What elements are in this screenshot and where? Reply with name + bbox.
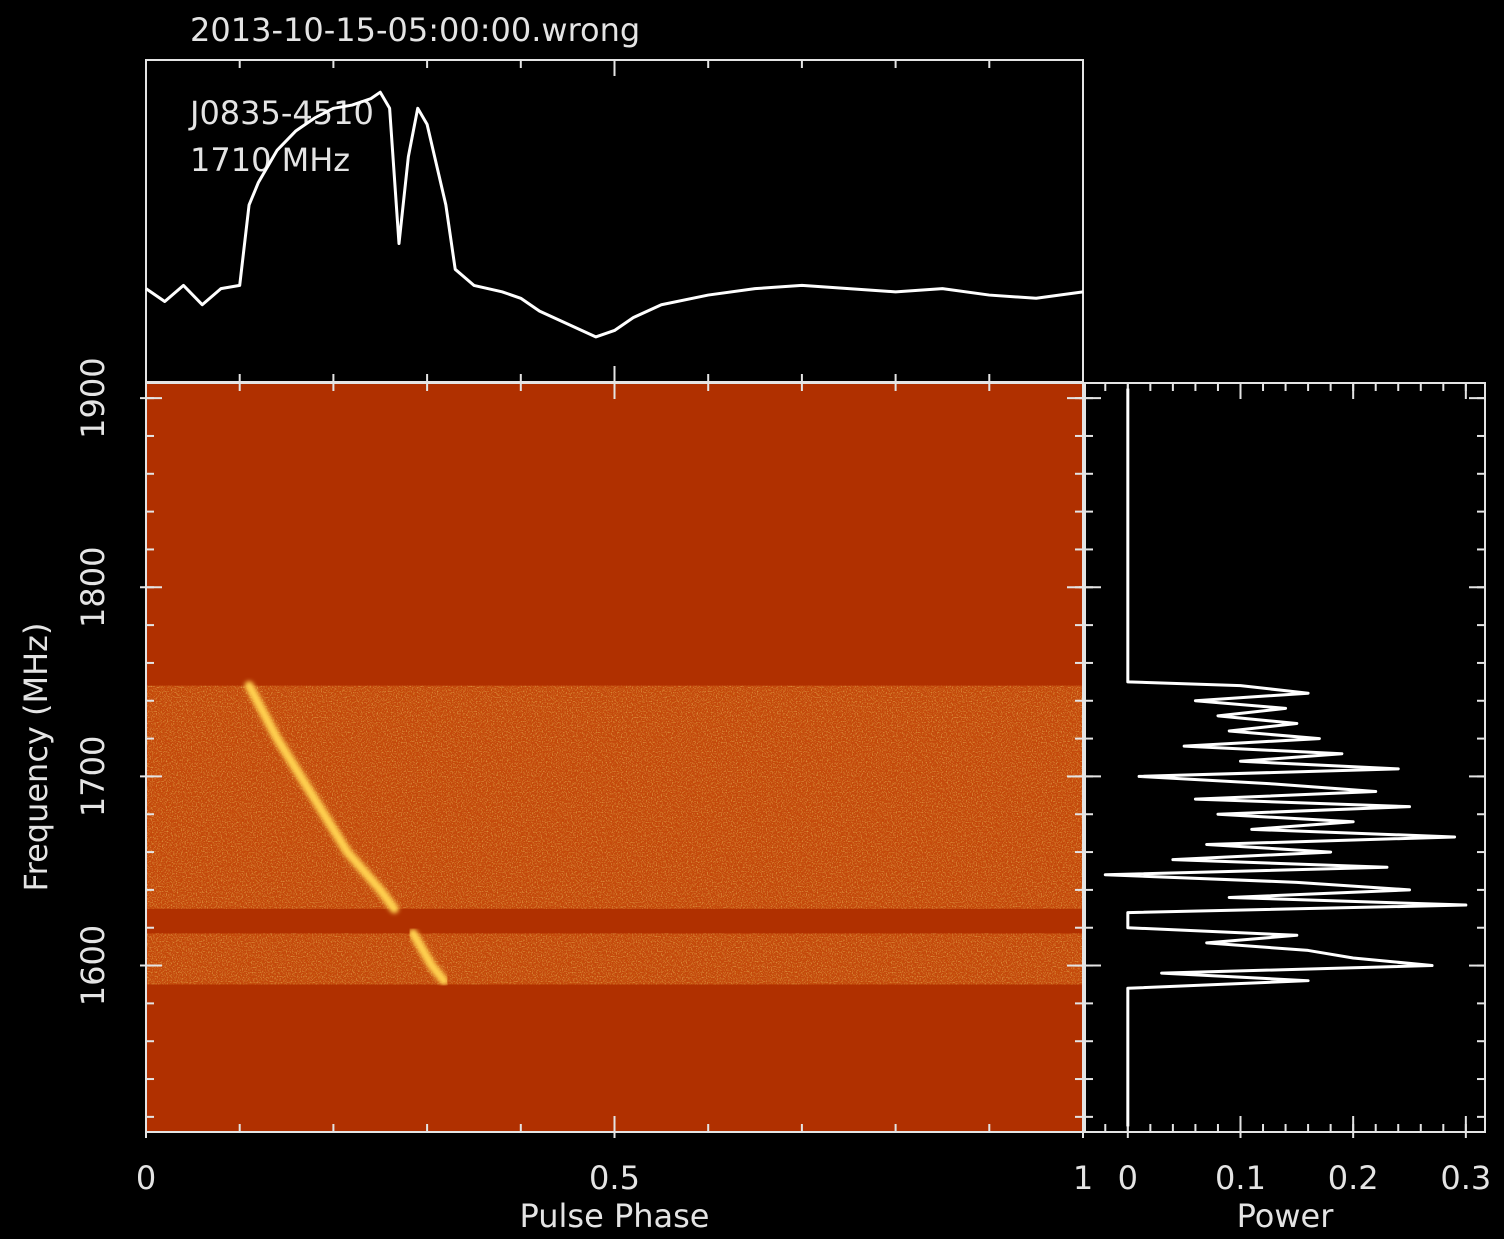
x-tick-label: 0.3 [1440,1159,1491,1197]
x-tick-label: 0 [1118,1159,1138,1197]
pulse-track [244,681,399,914]
x-tick-label: 0 [136,1159,156,1197]
y-tick-label: 1600 [74,925,112,1006]
x-axis-label: Power [1237,1197,1335,1235]
x-tick-label: 1 [1073,1159,1093,1197]
data-band [146,933,1083,985]
y-axis-label: Frequency (MHz) [17,623,55,892]
data-line [1103,388,1468,1127]
x-tick-label: 0.1 [1215,1159,1266,1197]
data-band [146,685,1083,909]
data-line [145,90,1084,339]
x-tick-label: 0.5 [589,1159,640,1197]
y-tick-label: 1700 [74,736,112,817]
y-tick-label: 1900 [74,357,112,438]
chart-title: 2013-10-15-05:00:00.wrong [190,11,640,49]
x-axis-label: Pulse Phase [520,1197,710,1235]
annotation: J0835-4510 [188,94,374,132]
y-tick-label: 1800 [74,547,112,628]
x-tick-label: 0.2 [1328,1159,1379,1197]
pulse-track [408,928,449,986]
